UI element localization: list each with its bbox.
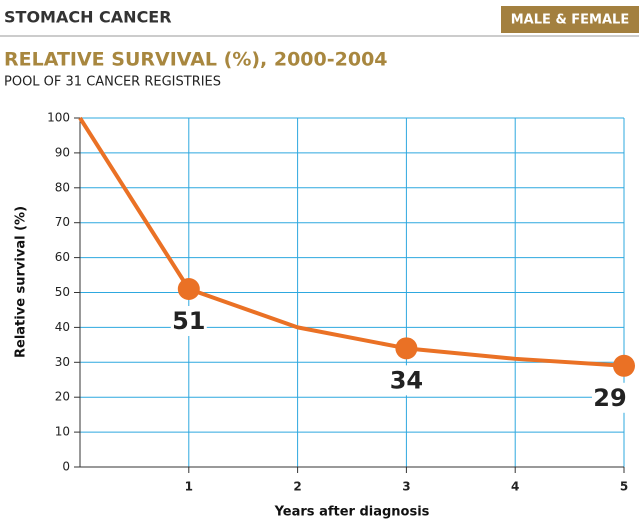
x-tick-label: 3 — [402, 480, 410, 494]
y-tick-label: 90 — [55, 145, 70, 159]
y-tick-label: 100 — [47, 111, 70, 125]
y-tick-label: 60 — [55, 250, 70, 264]
badge-bg — [501, 6, 639, 33]
x-tick-label: 1 — [185, 480, 193, 494]
y-tick-label: 70 — [55, 215, 70, 229]
y-tick-label: 20 — [55, 390, 70, 404]
y-tick-label: 40 — [55, 320, 70, 334]
badge: MALE & FEMALE — [511, 13, 629, 28]
point — [613, 354, 635, 377]
x-axis-label: Years after diagnosis — [274, 505, 430, 520]
line — [78, 116, 625, 368]
data-label: 34 — [390, 366, 423, 394]
y-tick-label: 10 — [55, 425, 70, 439]
header-title: STOMACH CANCER — [4, 8, 172, 27]
chart-title: RELATIVE SURVIVAL (%), 2000-2004 — [4, 49, 388, 71]
y-tick-label: 80 — [55, 180, 70, 194]
y-axis-label: Relative survival (%) — [14, 206, 29, 358]
chart-subtitle: POOL OF 31 CANCER REGISTRIES — [4, 75, 221, 90]
y-tick-label: 30 — [55, 355, 70, 369]
x-tick-label: 5 — [620, 480, 628, 494]
y-tick-label: 50 — [55, 285, 70, 299]
x-tick-label: 2 — [293, 480, 301, 494]
label-bg — [388, 365, 425, 396]
y-tick-label: 0 — [62, 460, 70, 474]
point — [177, 278, 200, 301]
label-bg — [592, 382, 628, 413]
point — [395, 337, 418, 360]
data-label: 29 — [593, 384, 626, 412]
x-tick-label: 4 — [511, 480, 519, 494]
data-label: 51 — [172, 307, 205, 335]
label-bg — [170, 306, 207, 337]
